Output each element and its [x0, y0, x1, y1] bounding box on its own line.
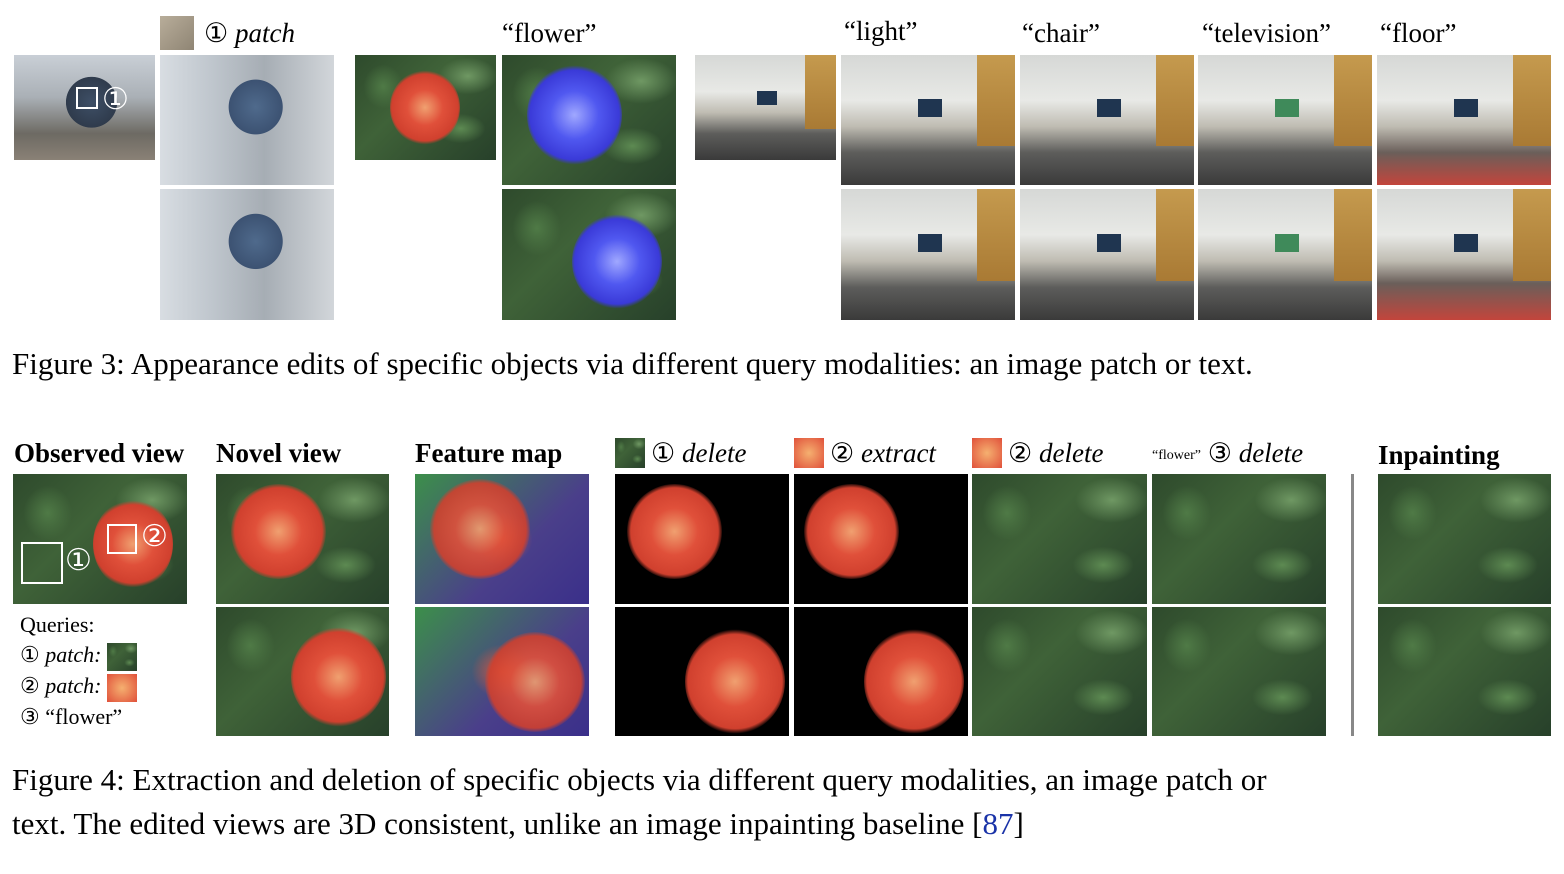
feature-map-image-2 [415, 607, 589, 736]
op2-label: ② extract [830, 438, 936, 468]
room-television-edit-2 [1198, 189, 1372, 320]
room-floor-edit-2 [1377, 189, 1551, 320]
room-television-edit-1 [1198, 55, 1372, 185]
figure-3-caption: Figure 3: Appearance edits of specific o… [12, 346, 1253, 381]
delete-patch1-image-1 [615, 474, 789, 604]
query-2-thumbnail [106, 674, 137, 702]
room-chair-edit-2 [1020, 189, 1194, 320]
label-chair: “chair” [1022, 18, 1100, 48]
query-3: ③ “flower” [20, 704, 123, 729]
novel-view-image-2 [216, 607, 389, 736]
extract-patch2-image-2 [794, 607, 968, 736]
delete-patch2-image-2 [972, 607, 1147, 736]
op1-label: ① delete [651, 438, 747, 468]
label-light: “light” [844, 16, 918, 46]
op1-patch-thumbnail [615, 438, 645, 468]
query-1: ① patch: [20, 643, 137, 671]
figure-4-caption-line-1: Figure 4: Extraction and deletion of spe… [12, 762, 1267, 797]
dinosaur-edited-image-2 [160, 189, 334, 320]
room-light-edit-1 [841, 55, 1015, 185]
delete-patch2-image-1 [972, 474, 1147, 604]
delete-text-image-1 [1152, 474, 1326, 604]
inpainting-image-2 [1378, 607, 1551, 736]
query-2: ② patch: [20, 674, 137, 702]
room-observed-image [695, 55, 836, 160]
inpainting-image-1 [1378, 474, 1551, 604]
header-feature-map: Feature map [415, 438, 563, 468]
query-patch-thumbnail [160, 16, 194, 50]
query-1-thumbnail [106, 643, 137, 671]
delete-patch1-image-2 [615, 607, 789, 736]
dinosaur-observed-image: ① [14, 55, 155, 160]
header-observed-view: Observed view [14, 438, 185, 468]
label-flower: “flower” [502, 18, 597, 48]
label-television: “television” [1202, 18, 1331, 48]
header-novel-view: Novel view [216, 438, 342, 468]
dinosaur-edited-image-1 [160, 55, 334, 185]
reference-link-87[interactable]: 87 [982, 806, 1014, 841]
novel-view-image-1 [216, 474, 389, 604]
label-floor: “floor” [1380, 18, 1457, 48]
delete-text-image-2 [1152, 607, 1326, 736]
figure-4-caption-line-2: text. The edited views are 3D consistent… [12, 806, 1024, 841]
observed-view-image: ① ② [13, 474, 187, 604]
op4-label: “flower” ③ delete [1152, 438, 1304, 468]
header-inpainting: Inpainting [1378, 440, 1500, 470]
op3-patch-thumbnail [972, 438, 1002, 468]
label-patch: ① patch [204, 18, 295, 48]
op2-patch-thumbnail [794, 438, 824, 468]
feature-map-image-1 [415, 474, 589, 604]
separator-line [1351, 474, 1354, 736]
flower-observed-image [355, 55, 496, 160]
room-floor-edit-1 [1377, 55, 1551, 185]
room-light-edit-2 [841, 189, 1015, 320]
flower-edited-image-2 [502, 189, 676, 320]
extract-patch2-image-1 [794, 474, 968, 604]
room-chair-edit-1 [1020, 55, 1194, 185]
op3-label: ② delete [1008, 438, 1104, 468]
flower-edited-image-1 [502, 55, 676, 185]
queries-title: Queries: [20, 612, 95, 637]
